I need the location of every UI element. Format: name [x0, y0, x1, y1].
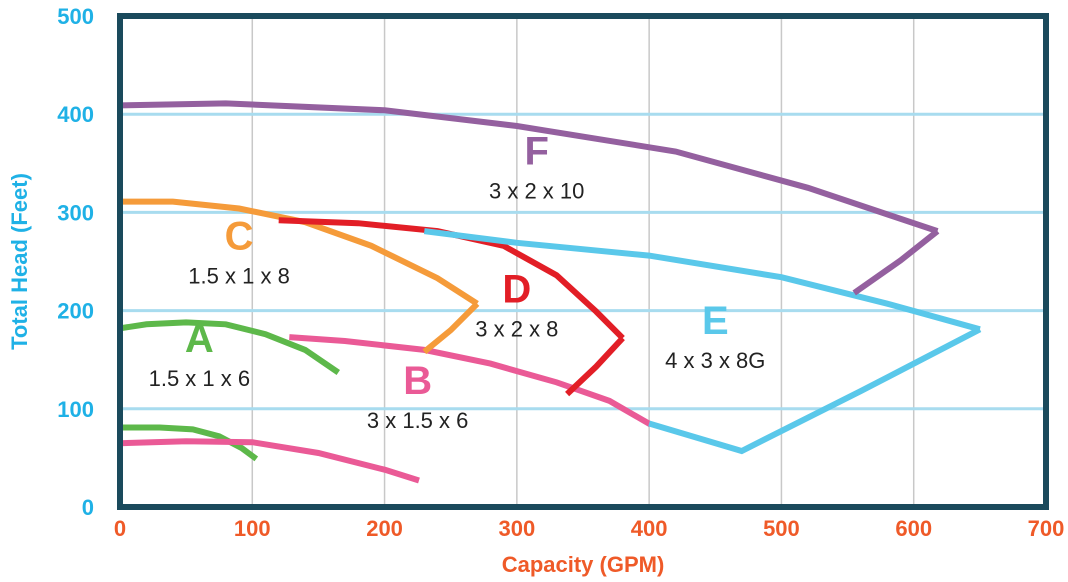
region-a-letter: A: [185, 317, 214, 361]
region-d-size-label: 3 x 2 x 8: [475, 317, 558, 342]
y-tick-label: 500: [57, 4, 94, 29]
x-axis-label: Capacity (GPM): [502, 552, 665, 577]
y-tick-label: 400: [57, 102, 94, 127]
region-b-size-label: 3 x 1.5 x 6: [367, 408, 469, 433]
region-f-size-label: 3 x 2 x 10: [489, 178, 584, 203]
region-b-top-curve: [289, 334, 652, 428]
x-tick-label: 700: [1028, 516, 1065, 541]
region-d-bottom-curve: [565, 336, 625, 397]
region-b-bottom-curve: [119, 438, 420, 484]
x-tick-label: 600: [895, 516, 932, 541]
region-c-top-curve: [120, 198, 479, 307]
x-tick-label: 400: [631, 516, 668, 541]
x-tick-label: 200: [366, 516, 403, 541]
region-c-bottom-curve: [422, 301, 480, 355]
grid-layer: [120, 16, 1046, 507]
tick-label-layer: 0 100 200 300 400 500 600 700 0 100 200 300 400 500: [57, 4, 1064, 541]
region-f-letter: F: [524, 129, 548, 173]
region-d-letter: D: [502, 268, 531, 312]
region-b-letter: B: [403, 359, 432, 403]
region-a-size-label: 1.5 x 1 x 6: [149, 366, 251, 391]
region-a-top-curve: [119, 319, 340, 375]
region-e-letter: E: [702, 299, 729, 343]
y-tick-label: 300: [57, 200, 94, 225]
y-tick-label: 200: [57, 299, 94, 324]
y-axis-label: Total Head (Feet): [7, 173, 32, 350]
region-e-top-curve: [423, 228, 981, 333]
y-tick-label: 0: [82, 495, 94, 520]
y-tick-label: 100: [57, 397, 94, 422]
region-c-letter: C: [225, 215, 254, 259]
x-tick-label: 500: [763, 516, 800, 541]
region-c-size-label: 1.5 x 1 x 8: [188, 264, 290, 289]
region-label-layer: A 1.5 x 1 x 6 B 3 x 1.5 x 6 C 1.5 x 1 x 8 D 3 x…: [149, 129, 766, 433]
plot-frame: [117, 13, 1049, 510]
region-e-size-label: 4 x 3 x 8G: [665, 348, 765, 373]
region-e-bottom-curve: [648, 326, 982, 455]
region-f-bottom-curve: [852, 228, 940, 296]
x-tick-label: 300: [498, 516, 535, 541]
x-tick-label: 0: [114, 516, 126, 541]
region-d-top-curve: [278, 217, 625, 341]
region-a-bottom-curve: [120, 424, 259, 462]
x-tick-label: 100: [234, 516, 271, 541]
region-f-top-curve: [119, 100, 939, 234]
region-layer: [119, 100, 982, 484]
